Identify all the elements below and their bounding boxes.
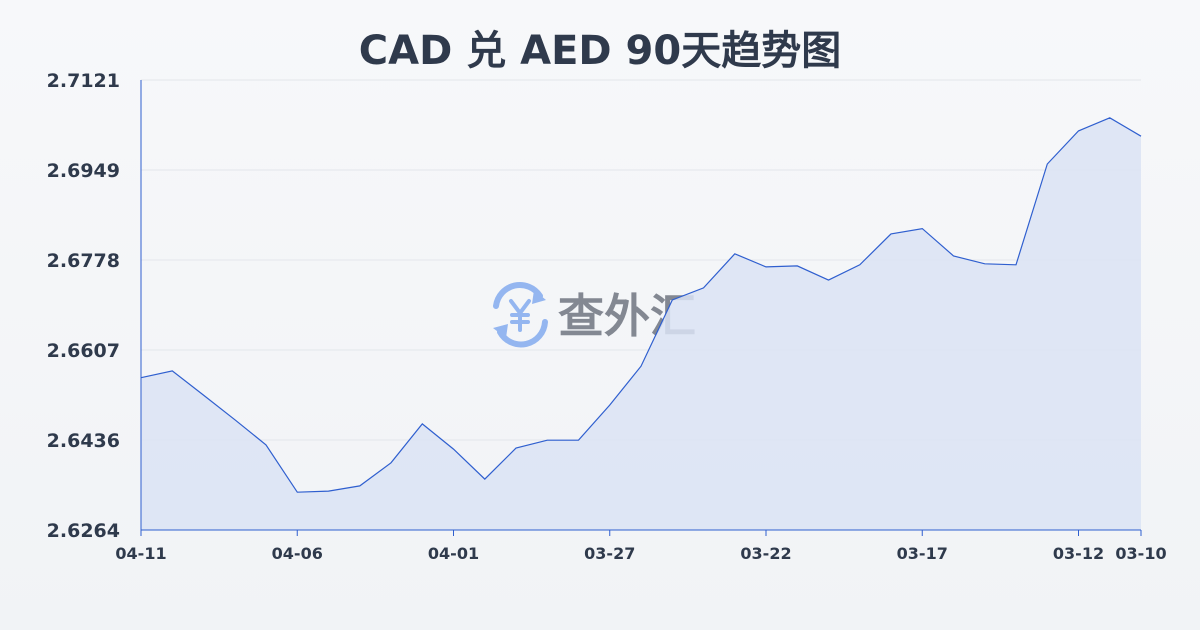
x-tick-label: 03-10	[1115, 544, 1166, 563]
y-tick-label: 2.6949	[47, 160, 120, 182]
x-tick-label: 03-12	[1053, 544, 1104, 563]
x-tick-label: 04-11	[115, 544, 166, 563]
axes	[140, 80, 1142, 536]
y-tick-label: 2.6607	[47, 340, 120, 362]
y-tick-label: 2.6264	[47, 520, 120, 542]
y-axis-ticks: 2.7121 2.6949 2.6778 2.6607 2.6436 2.6264	[47, 70, 120, 542]
x-tick-label: 04-06	[272, 544, 323, 563]
y-tick-label: 2.6436	[47, 430, 120, 452]
y-tick-label: 2.6778	[47, 250, 120, 272]
yen-exchange-icon	[493, 281, 548, 348]
x-axis-ticks: 04-11 04-06 04-01 03-27 03-22 03-17 03-12 03-10	[115, 544, 1166, 563]
data-points	[140, 117, 1142, 493]
x-tick-label: 03-17	[897, 544, 948, 563]
y-tick-label: 2.7121	[47, 70, 120, 92]
chart-title: CAD 兑 AED 90天趋势图	[358, 28, 842, 74]
area-fill	[141, 117, 1141, 531]
x-tick-label: 03-22	[740, 544, 791, 563]
x-tick-label: 03-27	[584, 544, 635, 563]
x-tick-label: 04-01	[428, 544, 479, 563]
